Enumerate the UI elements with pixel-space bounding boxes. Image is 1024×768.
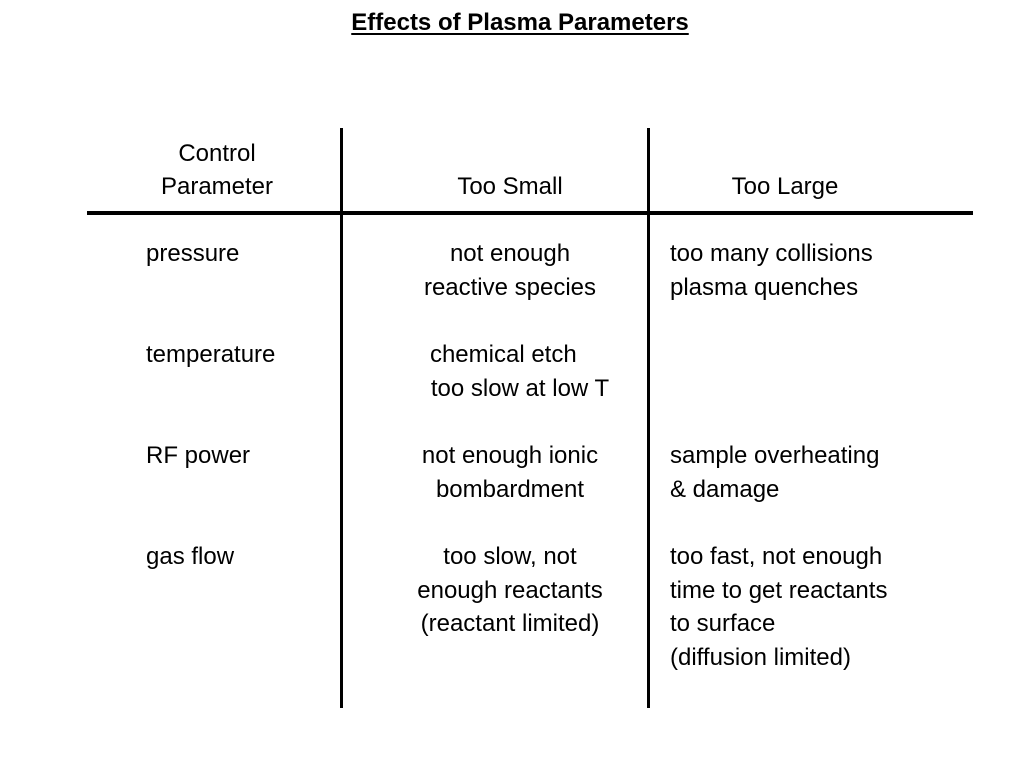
row-pressure-parameter: pressure [146,240,240,267]
row-gas-flow-parameter: gas flow [146,543,235,570]
row-rf-power-parameter: RF power [146,442,251,469]
column-divider-left [340,128,343,708]
header-too-small: Too Small [457,173,563,200]
row-rf-power-too-large: sample overheating & damage [670,442,880,503]
header-control-line1: Control [178,140,256,167]
row-temperature-too-small: chemical etch too slow at low T [429,341,610,402]
header-too-large: Too Large [731,173,839,200]
row-pressure-too-small: not enough reactive species [423,240,597,301]
row-rf-power-too-small: not enough ionic bombardment [421,442,599,503]
row-gas-flow-too-small: too slow, not enough reactants (reactant… [417,543,603,637]
row-pressure-too-large: too many collisions plasma quenches [670,240,873,301]
page-title: Effects of Plasma Parameters [351,9,689,36]
column-divider-right [647,128,650,708]
row-gas-flow-too-large: too fast, not enough time to get reactan… [670,543,888,671]
header-divider [87,211,973,215]
row-temperature-parameter: temperature [146,341,276,368]
header-control-line2: Parameter [160,173,274,200]
